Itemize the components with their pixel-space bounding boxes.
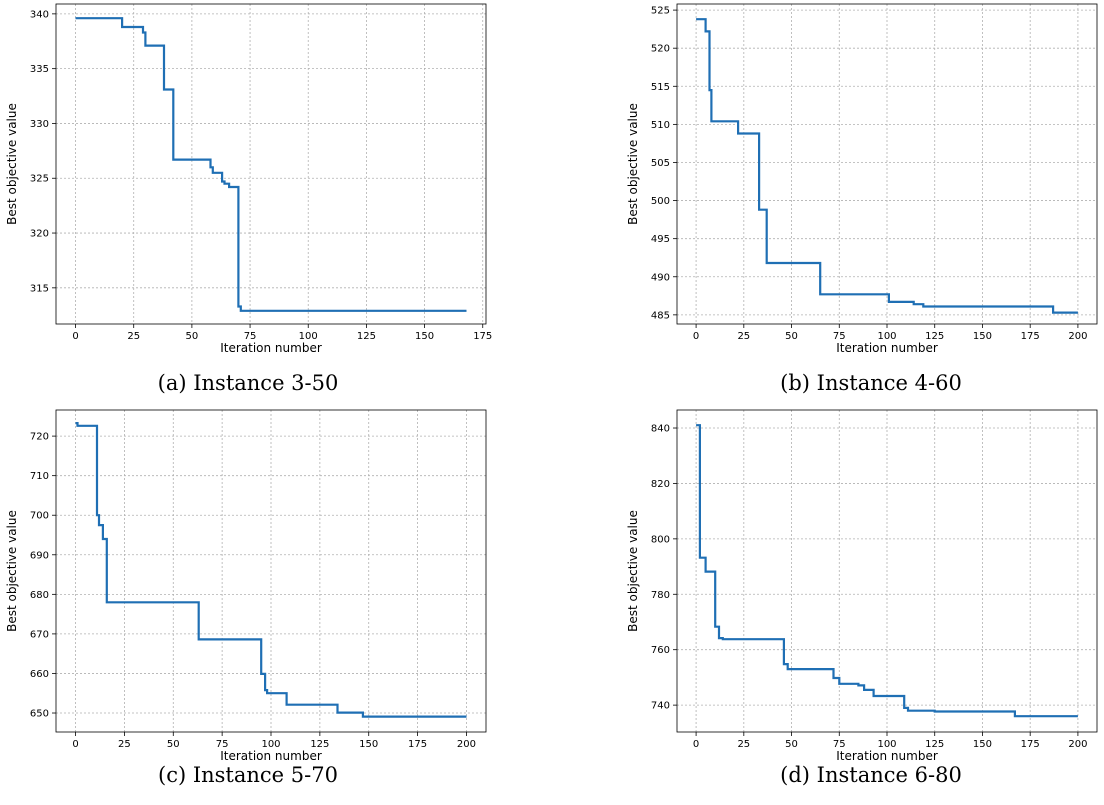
x-tick-label: 175 <box>473 331 492 342</box>
x-tick-label: 175 <box>408 739 427 750</box>
chart-panel-1: 0 25 50 75 100 125 150 175 315 320 325 330 335 340 Ite… <box>5 3 492 395</box>
series-line <box>696 424 1078 718</box>
chart-panel-2: 0 25 50 75 100 125 150 175 200 485 490 495 500 505 510… <box>626 3 1098 395</box>
x-tick-label: 125 <box>310 739 329 750</box>
y-tick-label: 320 <box>30 229 49 240</box>
x-tick-label: 25 <box>737 739 750 750</box>
x-tick-label: 200 <box>457 739 476 750</box>
y-tick-label: 315 <box>30 283 49 294</box>
panel-caption: (b) Instance 4-60 <box>780 371 962 395</box>
y-tick-label: 490 <box>651 272 670 283</box>
chart-panel-4: 0 25 50 75 100 125 150 175 200 740 760 780 800 820 840… <box>626 409 1098 787</box>
x-axis-title: Iteration number <box>836 341 938 355</box>
chart-panel-3: 0 25 50 75 100 125 150 175 200 650 660 670 680 690 700… <box>5 409 487 787</box>
x-tick-label: 175 <box>1021 739 1040 750</box>
series-line <box>696 18 1078 314</box>
y-tick-label: 495 <box>651 234 670 245</box>
y-tick-label: 800 <box>651 534 670 545</box>
x-tick-label: 125 <box>925 331 944 342</box>
x-tick-label: 100 <box>261 739 280 750</box>
x-tick-label: 75 <box>833 739 846 750</box>
x-tick-label: 25 <box>118 739 131 750</box>
y-tick-label: 330 <box>30 119 49 130</box>
x-tick-label: 200 <box>1068 331 1087 342</box>
y-tick-label: 520 <box>651 44 670 55</box>
x-tick-label: 0 <box>72 739 78 750</box>
y-tick-label: 840 <box>651 424 670 435</box>
x-axis-title: Iteration number <box>836 749 938 763</box>
axes-frame <box>55 3 487 325</box>
x-tick-label: 0 <box>693 739 699 750</box>
x-tick-label: 25 <box>737 331 750 342</box>
x-tick-label: 125 <box>925 739 944 750</box>
y-tick-label: 335 <box>30 64 49 75</box>
y-tick-label: 660 <box>30 669 49 680</box>
x-tick-label: 0 <box>693 331 699 342</box>
x-tick-label: 50 <box>186 331 199 342</box>
panel-caption: (c) Instance 5-70 <box>158 763 338 787</box>
y-tick-label: 525 <box>651 6 670 17</box>
x-tick-label: 25 <box>127 331 140 342</box>
x-tick-label: 200 <box>1068 739 1087 750</box>
x-tick-label: 125 <box>357 331 376 342</box>
series-line <box>75 422 467 718</box>
x-axis-title: Iteration number <box>220 749 322 763</box>
y-tick-label: 505 <box>651 158 670 169</box>
y-tick-label: 500 <box>651 196 670 207</box>
x-tick-label: 100 <box>877 739 896 750</box>
x-tick-label: 100 <box>877 331 896 342</box>
y-tick-label: 515 <box>651 82 670 93</box>
y-tick-label: 340 <box>30 9 49 20</box>
x-tick-label: 75 <box>833 331 846 342</box>
x-tick-label: 75 <box>216 739 229 750</box>
x-tick-label: 50 <box>167 739 180 750</box>
y-tick-label: 760 <box>651 645 670 656</box>
y-axis-title: Best objective value <box>5 510 19 632</box>
x-tick-label: 150 <box>415 331 434 342</box>
x-axis-title: Iteration number <box>220 341 322 355</box>
x-tick-label: 175 <box>1021 331 1040 342</box>
y-tick-label: 650 <box>30 709 49 720</box>
y-tick-label: 680 <box>30 590 49 601</box>
series-line <box>75 17 467 312</box>
y-axis-title: Best objective value <box>5 103 19 225</box>
y-tick-label: 720 <box>30 432 49 443</box>
x-tick-label: 75 <box>244 331 257 342</box>
x-tick-label: 150 <box>359 739 378 750</box>
y-tick-label: 325 <box>30 174 49 185</box>
x-tick-label: 50 <box>785 331 798 342</box>
x-tick-label: 150 <box>973 739 992 750</box>
y-tick-label: 485 <box>651 310 670 321</box>
x-tick-label: 0 <box>72 331 78 342</box>
y-tick-label: 690 <box>30 550 49 561</box>
y-tick-label: 710 <box>30 471 49 482</box>
y-tick-label: 700 <box>30 511 49 522</box>
y-tick-label: 780 <box>651 590 670 601</box>
y-axis-title: Best objective value <box>626 510 640 632</box>
x-tick-label: 100 <box>299 331 318 342</box>
x-tick-label: 50 <box>785 739 798 750</box>
panel-caption: (d) Instance 6-80 <box>780 763 962 787</box>
x-tick-label: 150 <box>973 331 992 342</box>
panel-caption: (a) Instance 3-50 <box>158 371 339 395</box>
plot-area <box>56 4 486 324</box>
y-tick-label: 510 <box>651 120 670 131</box>
y-tick-label: 670 <box>30 629 49 640</box>
y-tick-label: 740 <box>651 701 670 712</box>
y-axis-title: Best objective value <box>626 103 640 225</box>
y-tick-label: 820 <box>651 479 670 490</box>
